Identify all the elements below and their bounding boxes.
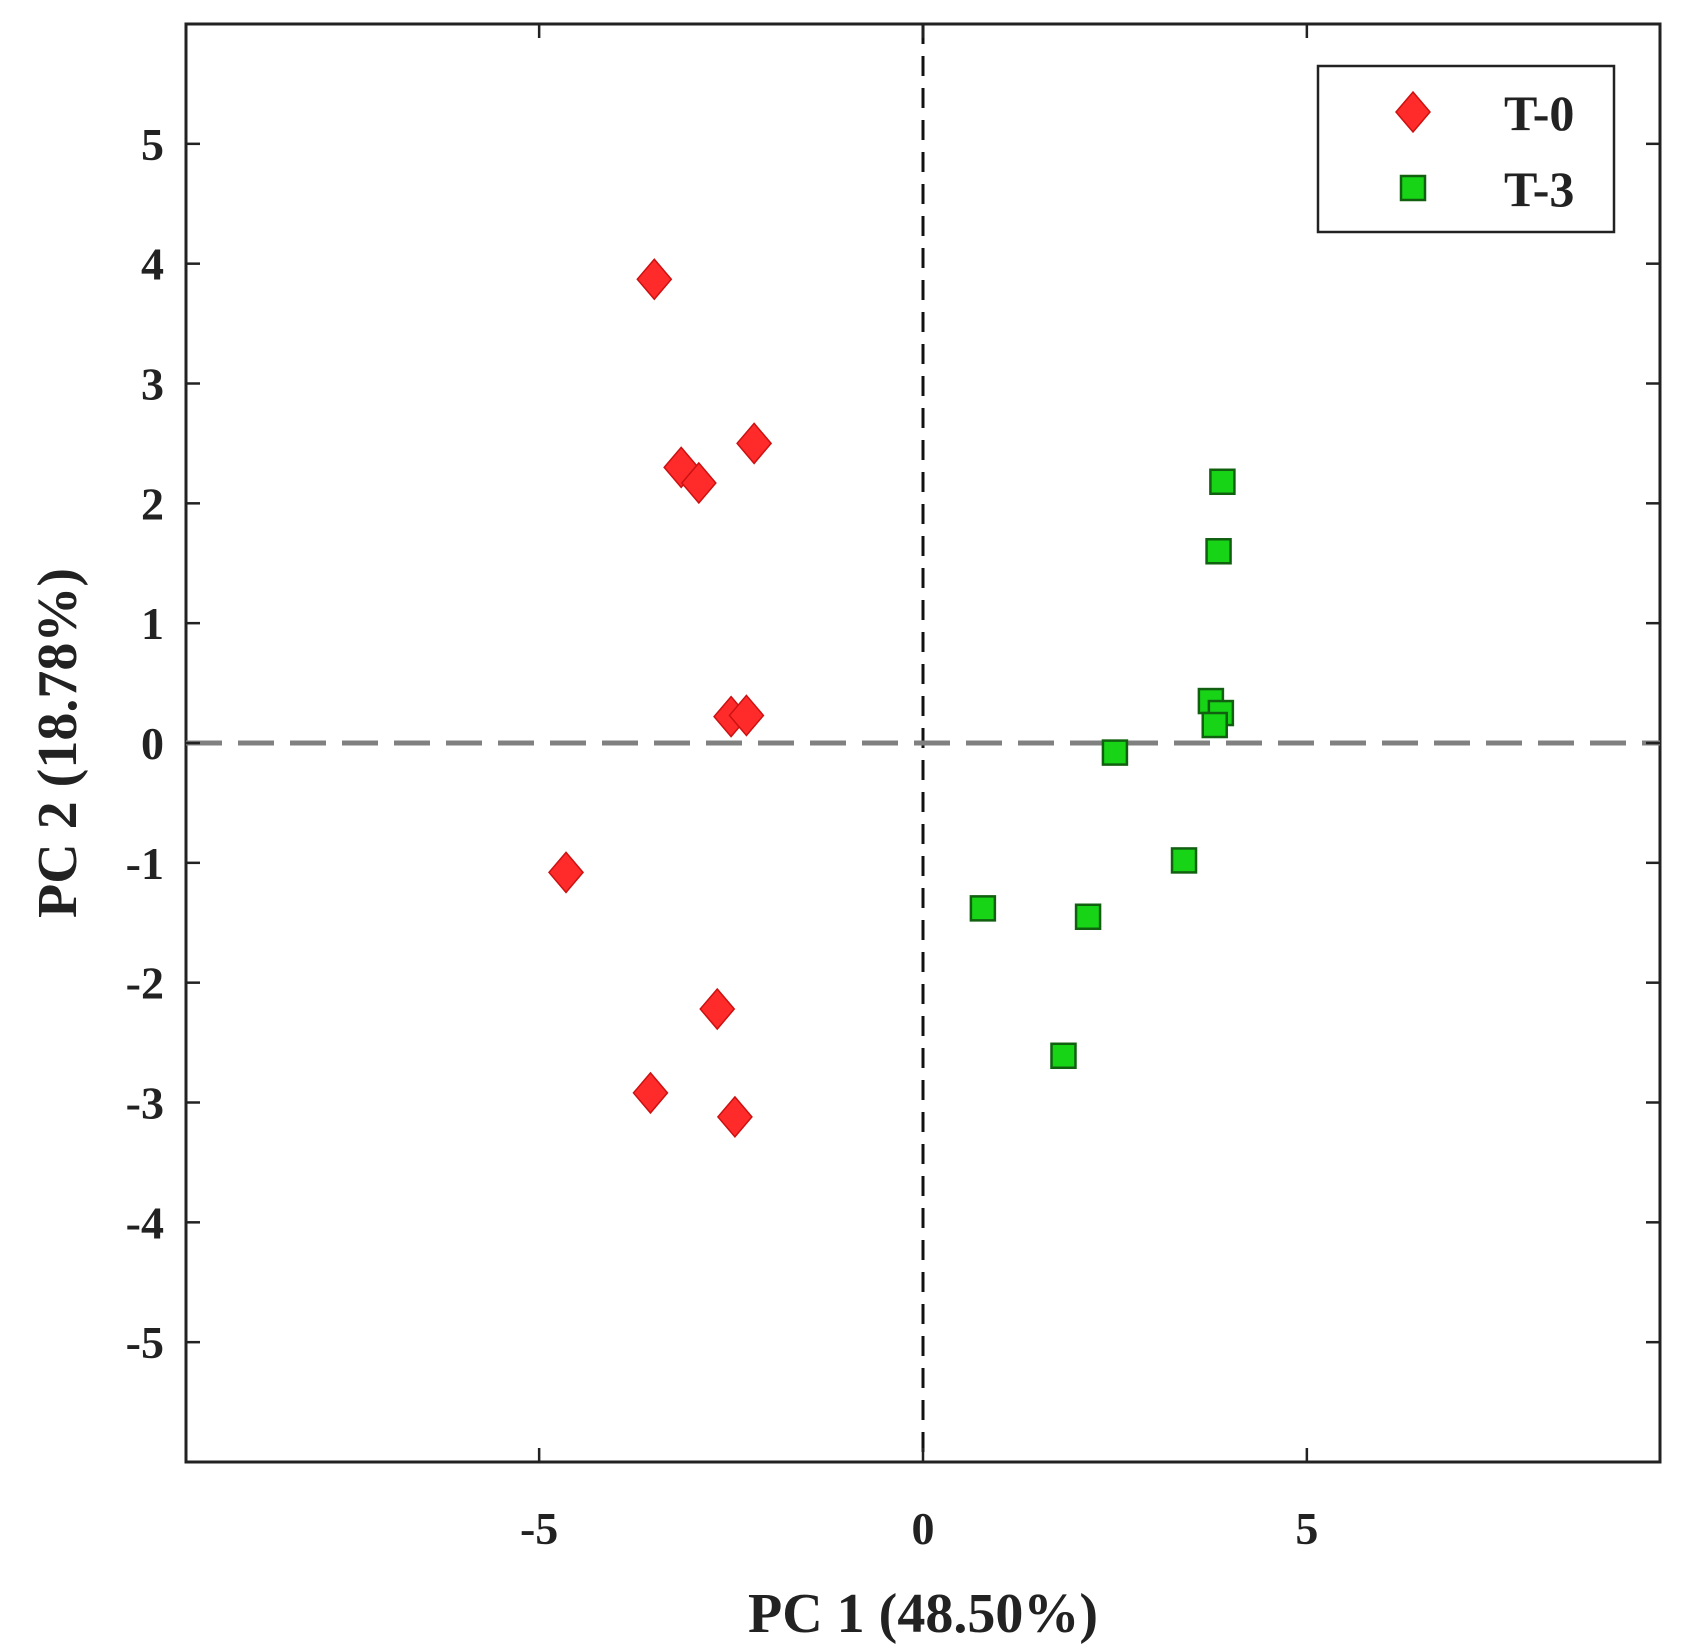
y-tick-label: 3 [141,359,164,410]
point-t-3 [1209,468,1236,496]
legend-label-t-0: T-0 [1504,85,1574,141]
point-t-3 [1074,903,1102,931]
legend-entries: T-0T-3 [1395,85,1574,217]
point-t-0 [680,461,717,505]
point-t-0 [716,1095,753,1139]
y-tick-label: 2 [141,478,164,529]
point-t-3 [1205,538,1232,565]
point-t-3 [1050,1042,1077,1070]
point-t-3 [1201,711,1228,739]
legend-box [1316,64,1616,234]
legend-marker-t-0 [1395,90,1431,134]
y-tick-label: -5 [126,1317,164,1368]
point-t-3 [969,895,997,922]
x-tick-label: 0 [912,1503,935,1554]
y-axis-title: PC 2 (18.78%) [27,568,89,918]
y-tick-label: 0 [141,718,164,769]
x-axis-title: PC 1 (48.50%) [748,1583,1098,1645]
point-t-0 [548,851,584,894]
data-points [548,258,1236,1139]
point-t-3 [1101,739,1129,766]
axis-ticks [186,24,1660,1462]
legend-marker-t-3 [1399,174,1427,202]
legend: T-0T-3 [1316,64,1616,234]
y-tick-label: 4 [141,239,164,290]
x-tick-label: 5 [1295,1503,1318,1554]
reference-lines [186,24,1660,1462]
point-t-0 [736,422,773,465]
point-t-0 [636,258,673,301]
y-tick-label: 5 [141,119,164,170]
point-t-0 [728,694,765,737]
y-tick-label: -1 [126,838,164,889]
y-tick-label: -4 [126,1197,164,1248]
tick-labels: -5 0 5 5 4 3 2 1 0 -1 -2 -3 -4 -5 [126,119,1319,1554]
point-t-3 [1170,847,1198,874]
legend-label-t-3: T-3 [1504,161,1574,217]
point-t-0 [632,1071,669,1115]
y-tick-label: -2 [126,958,164,1009]
point-t-0 [699,987,736,1031]
y-tick-label: 1 [141,598,164,649]
y-tick-label: -3 [126,1078,164,1129]
x-tick-label: -5 [520,1503,558,1554]
